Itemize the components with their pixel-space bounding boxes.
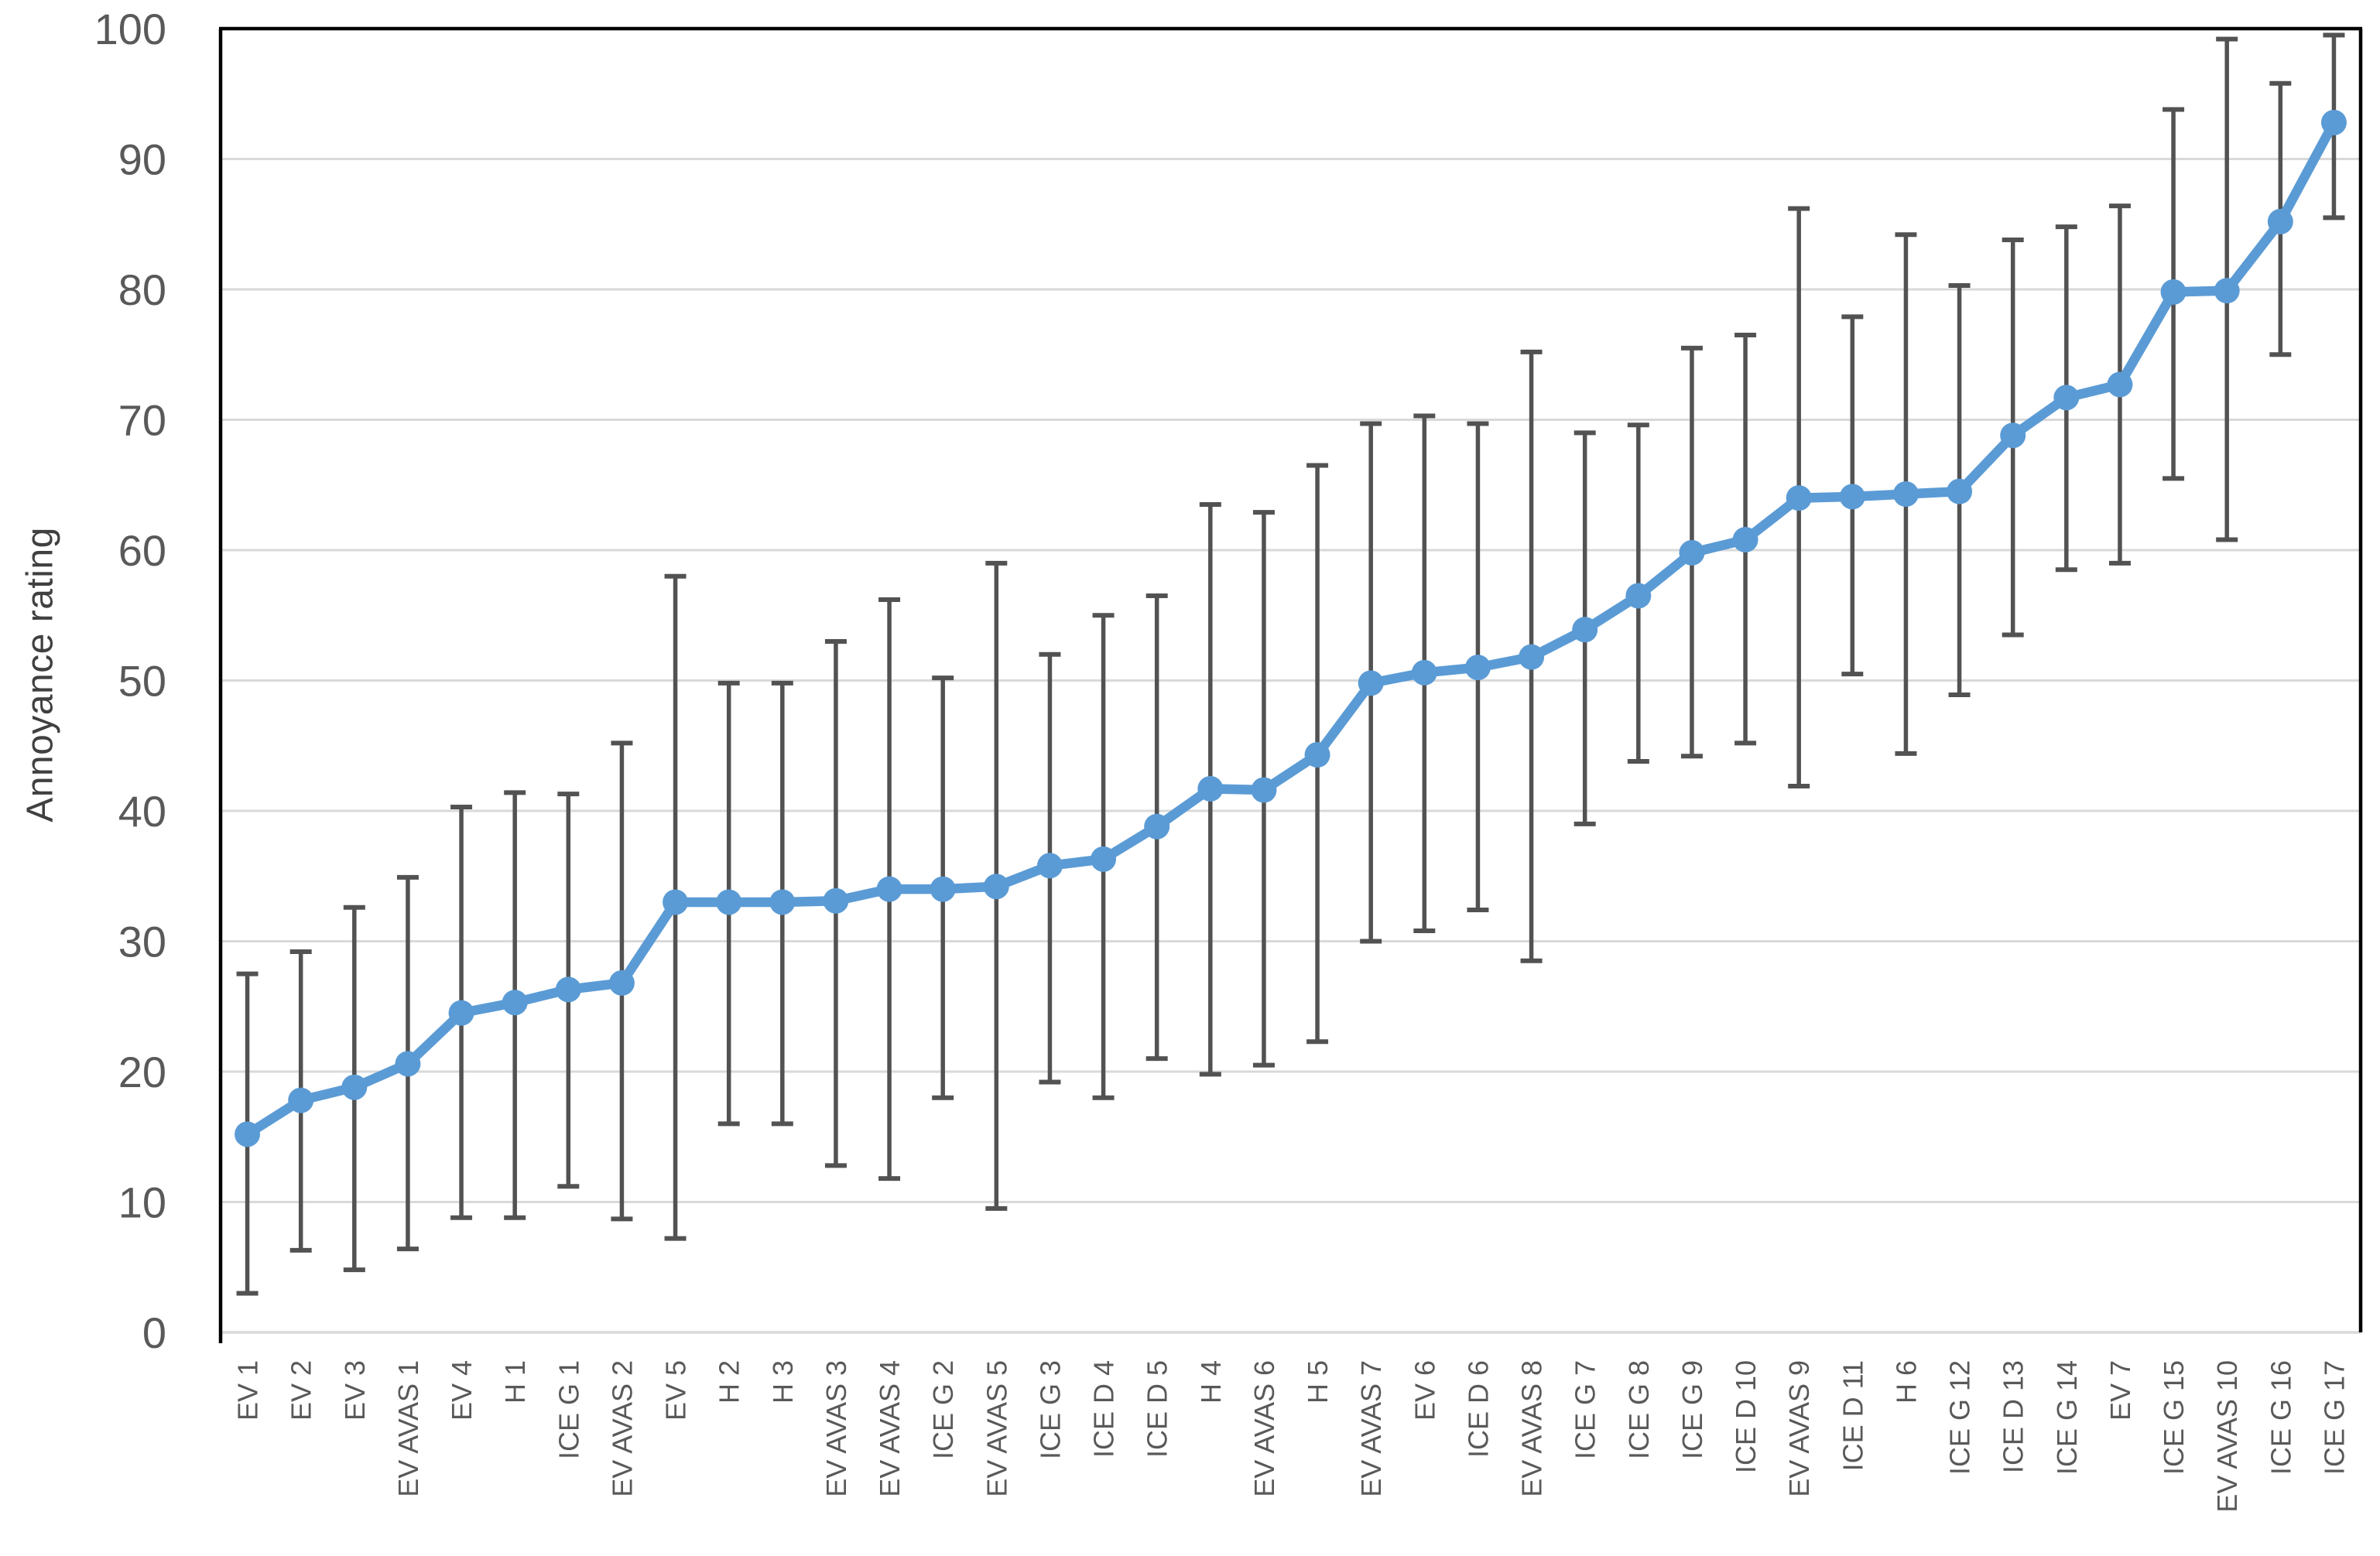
data-point-marker	[1144, 813, 1170, 840]
data-point-marker	[2320, 109, 2347, 135]
data-point-marker	[663, 889, 689, 915]
data-point-marker	[983, 874, 1009, 900]
x-category-label: ICE D 6	[1462, 1360, 1494, 1458]
x-category-label: EV AVAS 7	[1355, 1360, 1387, 1497]
x-category-label: ICE D 10	[1730, 1360, 1762, 1473]
x-category-label: ICE G 15	[2158, 1360, 2190, 1475]
x-category-label: H 1	[499, 1360, 531, 1404]
y-tick-label: 80	[118, 265, 166, 314]
x-category-label: ICE D 13	[1998, 1360, 2029, 1473]
y-tick-label: 30	[118, 918, 166, 966]
x-category-label: H 4	[1195, 1360, 1227, 1404]
x-category-label: EV 6	[1409, 1360, 1440, 1421]
x-category-label: ICE G 17	[2318, 1360, 2350, 1475]
y-axis-title: Annoyance rating	[19, 527, 61, 822]
data-point-marker	[1036, 853, 1063, 879]
data-point-marker	[2267, 208, 2293, 234]
data-point-marker	[1947, 478, 1973, 504]
x-category-label: EV AVAS 6	[1248, 1360, 1280, 1497]
data-point-marker	[2160, 279, 2187, 305]
x-category-label: ICE G 14	[2051, 1360, 2083, 1475]
x-category-label: ICE D 11	[1837, 1360, 1868, 1471]
data-point-marker	[1625, 583, 1652, 609]
data-point-marker	[1091, 846, 1117, 872]
y-tick-label: 100	[94, 5, 166, 53]
x-category-label: EV AVAS 10	[2211, 1360, 2243, 1513]
x-category-label: ICE G 7	[1570, 1360, 1601, 1459]
data-point-marker	[1358, 670, 1384, 696]
data-point-marker	[930, 876, 956, 902]
data-point-marker	[1786, 485, 1812, 511]
data-point-marker	[769, 889, 796, 915]
x-category-label: EV AVAS 4	[874, 1360, 906, 1497]
x-category-label: H 2	[714, 1360, 745, 1404]
data-point-marker	[288, 1087, 314, 1113]
x-category-label: ICE D 4	[1088, 1360, 1120, 1458]
x-category-label: EV AVAS 2	[606, 1360, 638, 1497]
data-point-marker	[1197, 775, 1224, 802]
data-point-marker	[1411, 659, 1437, 686]
data-point-marker	[2107, 371, 2133, 398]
x-category-label: EV AVAS 3	[820, 1360, 852, 1497]
data-point-marker	[1519, 644, 1545, 670]
x-category-label: EV 5	[660, 1360, 692, 1421]
data-point-marker	[555, 976, 581, 1003]
data-point-marker	[608, 970, 635, 996]
x-category-label: ICE G 12	[1944, 1360, 1976, 1475]
y-tick-label: 90	[118, 135, 166, 184]
x-category-label: ICE D 5	[1142, 1360, 1173, 1458]
x-category-label: H 3	[767, 1360, 799, 1404]
x-category-label: ICE G 8	[1623, 1360, 1655, 1459]
y-tick-label: 40	[118, 787, 166, 836]
data-point-marker	[1464, 655, 1491, 681]
data-point-marker	[716, 889, 742, 915]
x-category-label: ICE G 16	[2265, 1360, 2296, 1475]
x-category-label: H 5	[1302, 1360, 1334, 1404]
y-tick-label: 10	[118, 1178, 166, 1227]
x-category-label: EV AVAS 5	[981, 1360, 1012, 1497]
y-tick-label: 0	[142, 1308, 166, 1357]
x-category-label: EV 3	[339, 1360, 371, 1421]
y-tick-label: 50	[118, 657, 166, 706]
data-point-marker	[876, 876, 902, 902]
x-category-label: ICE G 2	[927, 1360, 959, 1459]
x-category-label: EV AVAS 8	[1516, 1360, 1548, 1497]
data-point-marker	[395, 1051, 421, 1077]
data-point-marker	[2214, 278, 2240, 304]
x-category-label: EV AVAS 9	[1783, 1360, 1815, 1497]
data-point-marker	[448, 1000, 474, 1026]
x-category-label: EV 7	[2104, 1360, 2136, 1421]
data-point-marker	[1892, 481, 1919, 508]
x-category-label: EV 4	[446, 1360, 478, 1421]
data-point-marker	[341, 1074, 368, 1100]
data-point-marker	[1572, 617, 1598, 643]
data-point-marker	[1679, 539, 1705, 566]
y-tick-label: 60	[118, 526, 166, 575]
x-category-label: ICE G 9	[1676, 1360, 1708, 1459]
data-point-marker	[823, 887, 849, 914]
data-point-marker	[1304, 742, 1330, 768]
data-point-marker	[502, 990, 528, 1016]
data-point-marker	[235, 1121, 261, 1147]
data-point-marker	[2000, 422, 2026, 449]
series-line	[242, 118, 2339, 1140]
x-category-label: EV 2	[286, 1360, 317, 1421]
data-point-marker	[1732, 527, 1758, 553]
data-point-marker	[1251, 777, 1277, 803]
data-point-marker	[2053, 385, 2080, 411]
x-category-label: ICE G 3	[1034, 1360, 1066, 1459]
x-category-label: H 6	[1890, 1360, 1922, 1404]
x-category-label: EV 1	[232, 1360, 264, 1421]
y-tick-label: 20	[118, 1048, 166, 1096]
x-category-label: ICE G 1	[553, 1360, 584, 1459]
x-category-label: EV AVAS 1	[392, 1360, 424, 1497]
data-point-marker	[1839, 484, 1865, 510]
y-tick-label: 70	[118, 396, 166, 445]
